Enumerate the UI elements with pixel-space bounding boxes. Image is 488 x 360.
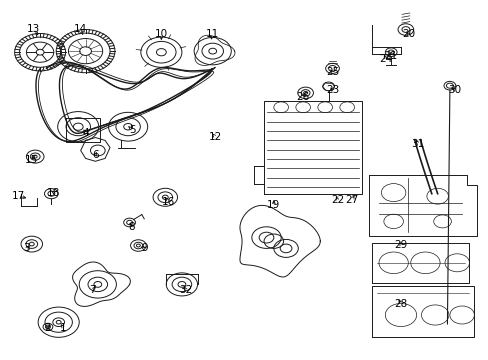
Text: 19: 19 xyxy=(266,200,280,210)
Text: 14: 14 xyxy=(74,24,87,34)
Text: 20: 20 xyxy=(401,29,414,39)
Text: 21: 21 xyxy=(384,51,397,61)
Text: 6: 6 xyxy=(92,150,99,160)
Text: 5: 5 xyxy=(128,125,135,135)
Text: 11: 11 xyxy=(205,29,219,39)
Text: 23: 23 xyxy=(325,85,339,95)
Text: 26: 26 xyxy=(296,92,309,102)
Text: 27: 27 xyxy=(345,195,358,205)
Text: 15: 15 xyxy=(25,155,39,165)
Text: 25: 25 xyxy=(325,67,339,77)
Text: 7: 7 xyxy=(89,285,96,295)
Text: 24: 24 xyxy=(379,54,392,64)
Text: 12: 12 xyxy=(208,132,222,142)
Text: 3: 3 xyxy=(23,243,30,253)
Text: 8: 8 xyxy=(128,222,135,232)
Text: 1: 1 xyxy=(60,323,67,333)
Text: 29: 29 xyxy=(393,240,407,250)
Text: 9: 9 xyxy=(141,243,147,253)
Text: 22: 22 xyxy=(330,195,344,205)
Text: 10: 10 xyxy=(155,29,167,39)
Text: 28: 28 xyxy=(393,299,407,309)
Text: 13: 13 xyxy=(26,24,40,34)
Text: 16: 16 xyxy=(162,197,175,207)
Text: 17: 17 xyxy=(12,191,25,201)
Text: 32: 32 xyxy=(179,285,192,295)
Text: 4: 4 xyxy=(82,128,89,138)
Text: 2: 2 xyxy=(44,323,51,333)
Text: 31: 31 xyxy=(410,139,424,149)
Text: 18: 18 xyxy=(47,188,61,198)
Text: 30: 30 xyxy=(447,85,460,95)
